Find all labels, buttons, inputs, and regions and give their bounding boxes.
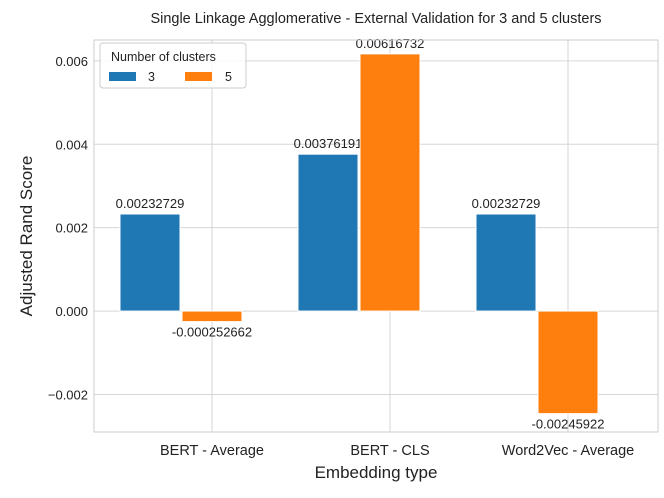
data-label: -0.000252662 <box>172 325 252 340</box>
bar-5-0 <box>181 310 243 323</box>
legend: Number of clusters 3 5 <box>99 42 247 89</box>
bar-3-2 <box>475 213 537 312</box>
data-label: 0.00376191 <box>294 136 363 151</box>
data-label: -0.00245922 <box>531 417 604 432</box>
legend-swatch-3 <box>109 72 136 81</box>
bar-5-1 <box>359 53 421 312</box>
legend-swatch-5 <box>185 72 212 81</box>
legend-label-5: 5 <box>225 70 232 84</box>
y-tick-label: 0.004 <box>55 137 88 152</box>
plot-frame <box>93 39 659 433</box>
data-label: 0.00232729 <box>472 196 541 211</box>
bar-3-0 <box>119 213 181 312</box>
x-tick-label: BERT - Average <box>160 443 264 459</box>
y-tick-label: 0.006 <box>55 54 88 69</box>
legend-label-3: 3 <box>148 70 155 84</box>
bar-5-2 <box>537 310 599 415</box>
y-tick-label: 0.000 <box>55 304 88 319</box>
x-tick-label: BERT - CLS <box>350 443 429 459</box>
y-axis-label: Adjusted Rand Score <box>17 156 36 317</box>
data-label: 0.00232729 <box>116 196 185 211</box>
x-tick-label: Word2Vec - Average <box>502 443 634 459</box>
bar-3-1 <box>297 153 359 312</box>
chart-title: Single Linkage Agglomerative - External … <box>150 11 601 27</box>
legend-title: Number of clusters <box>111 50 216 64</box>
x-axis-label: Embedding type <box>315 463 438 482</box>
y-tick-label: −0.002 <box>48 387 88 402</box>
y-tick-label: 0.002 <box>55 221 88 236</box>
data-label: 0.00616732 <box>356 36 425 51</box>
